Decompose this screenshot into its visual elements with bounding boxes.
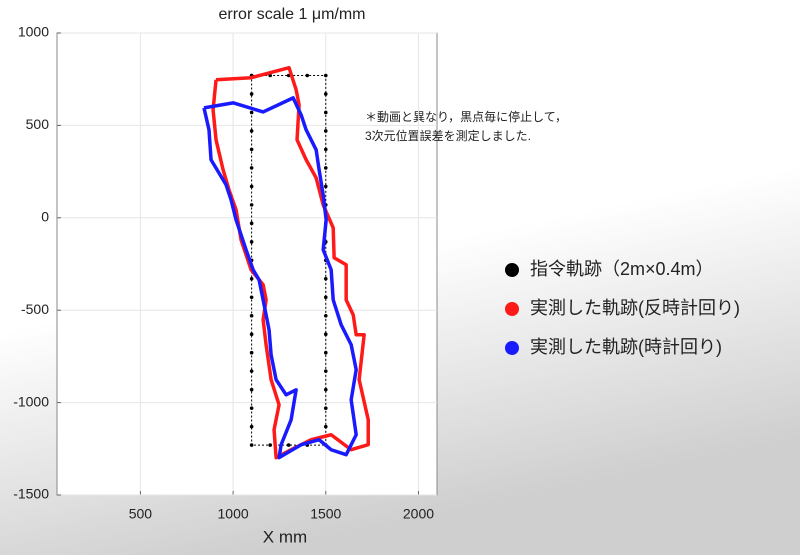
- data-point: [305, 73, 310, 78]
- data-point: [249, 92, 254, 96]
- y-tick-label: -1500: [13, 486, 49, 502]
- annotation: 3次元位置誤差を測定しました.: [365, 128, 531, 143]
- data-point: [249, 276, 254, 281]
- data-point: [249, 129, 254, 133]
- data-point: [249, 387, 254, 392]
- x-axis-label: X mm: [263, 527, 307, 546]
- data-point: [249, 313, 254, 318]
- legend-label: 実測した軌跡(反時計回り): [530, 298, 740, 318]
- data-point: [249, 166, 254, 170]
- data-point: [268, 443, 272, 447]
- annotation: ＊動画と異なり，黒点毎に停止して，: [365, 109, 567, 124]
- legend-marker: [505, 302, 519, 316]
- data-point: [286, 443, 291, 447]
- data-point: [249, 424, 254, 429]
- legend-label: 指令軌跡（2m×0.4m）: [530, 259, 714, 279]
- plot-area: [56, 32, 438, 496]
- x-tick-label: 2000: [403, 506, 434, 522]
- data-point: [323, 147, 328, 152]
- data-point: [323, 295, 328, 300]
- data-point: [323, 92, 328, 96]
- y-tick-label: -1000: [13, 393, 49, 409]
- data-point: [249, 295, 254, 300]
- data-point: [323, 369, 328, 373]
- data-point: [323, 387, 328, 392]
- y-tick-label: 500: [26, 116, 50, 132]
- data-point: [323, 424, 328, 429]
- y-tick-label: 0: [41, 209, 49, 225]
- data-point: [249, 221, 254, 226]
- data-point: [249, 110, 254, 115]
- data-point: [249, 332, 254, 337]
- x-tick-label: 1000: [218, 506, 249, 522]
- legend-marker: [505, 341, 519, 355]
- data-point: [249, 406, 254, 410]
- chart-title: error scale 1 μm/mm: [218, 6, 365, 23]
- y-tick-label: -500: [21, 301, 49, 317]
- data-point: [323, 406, 328, 410]
- data-point: [249, 203, 254, 207]
- data-point: [323, 110, 328, 115]
- legend-label: 実測した軌跡(時計回り): [530, 337, 722, 357]
- data-point: [249, 184, 254, 189]
- series-line: [202, 96, 358, 460]
- data-point: [323, 73, 328, 78]
- data-point: [323, 332, 328, 337]
- legend-marker: [505, 263, 519, 277]
- x-tick-label: 500: [129, 506, 153, 522]
- data-point: [249, 350, 254, 355]
- data-point: [323, 184, 328, 189]
- data-point: [249, 147, 254, 152]
- y-tick-label: 1000: [18, 24, 49, 40]
- data-point: [323, 350, 328, 355]
- data-point: [249, 369, 254, 373]
- data-point: [323, 276, 328, 281]
- data-point: [249, 443, 254, 447]
- data-point: [323, 313, 328, 318]
- data-point: [323, 129, 328, 133]
- data-point: [249, 240, 254, 244]
- x-tick-label: 1500: [310, 506, 341, 522]
- data-point: [323, 166, 328, 170]
